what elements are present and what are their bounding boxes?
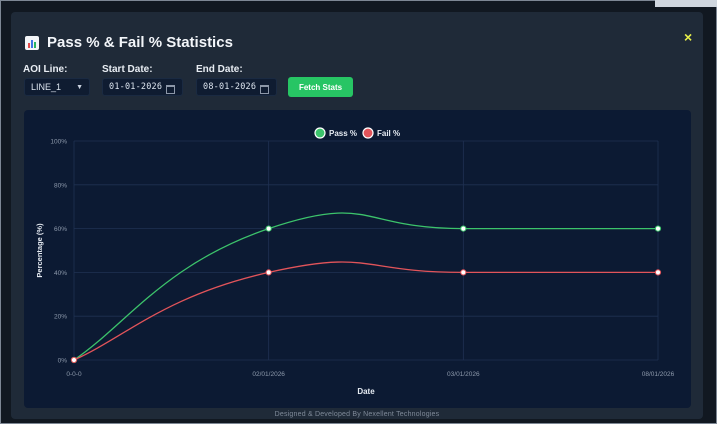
y-tick-label: 60% [54,226,67,233]
calendar-icon[interactable] [260,85,269,94]
y-axis-title: Percentage (%) [35,223,44,278]
aoi-line-value: LINE_1 [31,82,62,92]
data-point [70,356,78,364]
modal-header: Pass % & Fail % Statistics [25,34,233,51]
fetch-stats-button[interactable]: Fetch Stats [288,77,353,97]
aoi-line-select[interactable]: LINE_1 ▼ [24,78,90,96]
series-line-fail [73,261,658,361]
y-tick-label: 20% [54,314,67,321]
stats-modal: × Pass % & Fail % Statistics AOI Line: L… [11,12,703,419]
line-chart: 0% 20% 40% 60% 80% 100% 0-0-0 02/01/2026 03/01/2… [35,127,675,396]
start-date-input[interactable]: 01-01-2026 [102,78,183,96]
legend-label: Pass % [329,129,357,138]
aoi-line-label: AOI Line: [23,64,68,75]
chevron-down-icon: ▼ [76,84,83,91]
calendar-icon[interactable] [166,85,175,94]
data-point [654,225,662,232]
y-tick-label: 100% [50,139,67,146]
end-date-value: 08-01-2026 [203,82,257,92]
legend-marker [362,127,374,139]
data-point [265,225,272,232]
modal-title: Pass % & Fail % Statistics [47,34,233,51]
close-icon[interactable]: × [684,29,693,45]
legend-marker [314,127,326,139]
bar-chart-icon [25,35,39,50]
x-tick-label: 0-0-0 [66,371,82,378]
y-tick-label: 0% [58,358,68,365]
data-point [265,269,272,276]
start-date-label: Start Date: [102,64,153,75]
end-date-label: End Date: [196,64,243,75]
x-tick-label: 03/01/2026 [447,371,480,378]
legend-label: Fail % [377,129,400,138]
data-point [460,269,467,276]
footer-credit: Designed & Developed By Nexellent Techno… [274,411,440,418]
start-date-value: 01-01-2026 [109,82,163,92]
x-tick-label: 02/01/2026 [252,371,285,378]
series-line-pass [73,212,659,361]
end-date-input[interactable]: 08-01-2026 [196,78,277,96]
y-tick-label: 80% [54,182,67,189]
data-point [654,269,662,276]
x-tick-label: 08/01/2026 [642,371,675,378]
chart-card: 0% 20% 40% 60% 80% 100% 0-0-0 02/01/2026 03/01/2… [24,110,691,408]
top-edge-strip [655,0,717,7]
data-point [460,225,467,232]
y-tick-label: 40% [54,270,67,277]
x-axis-title: Date [357,387,375,396]
